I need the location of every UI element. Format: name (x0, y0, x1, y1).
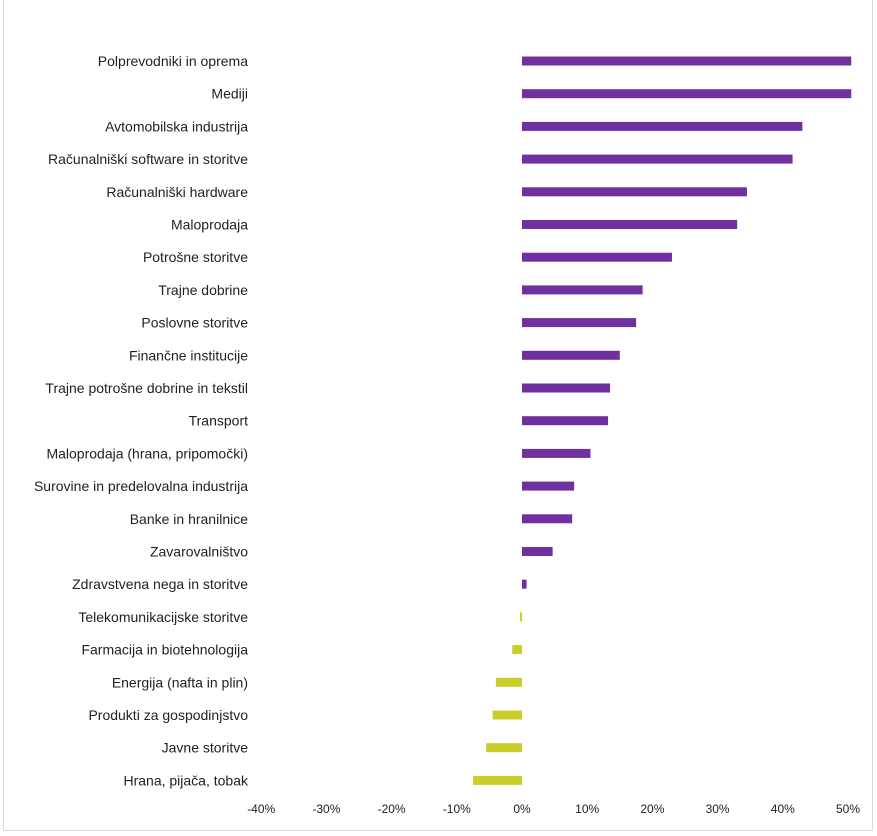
category-label: Maloprodaja (hrana, pripomočki) (46, 445, 248, 461)
bar (522, 89, 852, 99)
x-axis-tick-labels: -40% -30% -20% -10% 0% 10% 20% 30% 40% 50% (247, 802, 860, 816)
category-labels: Polprevodniki in oprema Mediji Avtomobilsk… (34, 53, 249, 788)
x-tick-label: -20% (378, 802, 406, 816)
category-label: Poslovne storitve (141, 315, 248, 331)
bar (522, 383, 611, 393)
x-tick-label: 30% (706, 802, 730, 816)
bar (520, 612, 522, 622)
x-tick-label: 20% (640, 802, 664, 816)
category-label: Računalniški hardware (106, 184, 248, 200)
category-label: Hrana, pijača, tobak (123, 772, 249, 788)
category-label: Javne storitve (162, 740, 249, 756)
bar (522, 416, 609, 426)
category-label: Energija (nafta in plin) (112, 674, 248, 690)
bar (522, 481, 575, 491)
category-label: Zdravstvena nega in storitve (72, 576, 248, 592)
category-label: Avtomobilska industrija (105, 118, 248, 134)
category-label: Surovine in predelovalna industrija (34, 478, 248, 494)
bar (522, 514, 573, 524)
category-label: Transport (189, 413, 249, 429)
bar (522, 547, 553, 556)
category-label: Polprevodniki in oprema (98, 53, 248, 69)
category-label: Banke in hranilnice (130, 511, 249, 527)
bar (522, 448, 591, 458)
bar (522, 56, 852, 66)
bar (512, 645, 522, 655)
category-label: Farmacija in biotehnologija (81, 642, 248, 658)
x-tick-label: -10% (443, 802, 471, 816)
category-label: Potrošne storitve (143, 249, 248, 265)
x-tick-label: 10% (575, 802, 599, 816)
category-label: Mediji (211, 86, 248, 102)
x-tick-label: 40% (771, 802, 795, 816)
category-label: Računalniški software in storitve (48, 151, 248, 167)
bar (522, 579, 527, 589)
x-tick-label: -40% (247, 802, 275, 816)
category-label: Telekomunikacijske storitve (78, 609, 248, 625)
bar (492, 710, 522, 720)
bar (522, 350, 620, 360)
category-label: Produkti za gospodinjstvo (88, 707, 248, 723)
x-tick-label: -30% (312, 802, 340, 816)
chart-frame (3, 0, 873, 831)
bars (473, 56, 852, 785)
category-label: Trajne dobrine (158, 282, 248, 298)
bar (522, 285, 643, 295)
bar (522, 187, 747, 197)
bar (522, 121, 803, 131)
bar (473, 775, 522, 785)
bar (495, 677, 522, 687)
category-label: Zavarovalništvo (150, 544, 248, 560)
category-label: Finančne institucije (129, 347, 248, 363)
bar (522, 154, 793, 164)
bar (522, 318, 637, 328)
bar (486, 743, 522, 753)
category-label: Maloprodaja (171, 217, 248, 233)
category-label: Trajne potrošne dobrine in tekstil (45, 380, 248, 396)
bar (522, 252, 672, 262)
x-tick-label: 50% (836, 802, 860, 816)
x-tick-label: 0% (513, 802, 531, 816)
bar (522, 220, 738, 229)
